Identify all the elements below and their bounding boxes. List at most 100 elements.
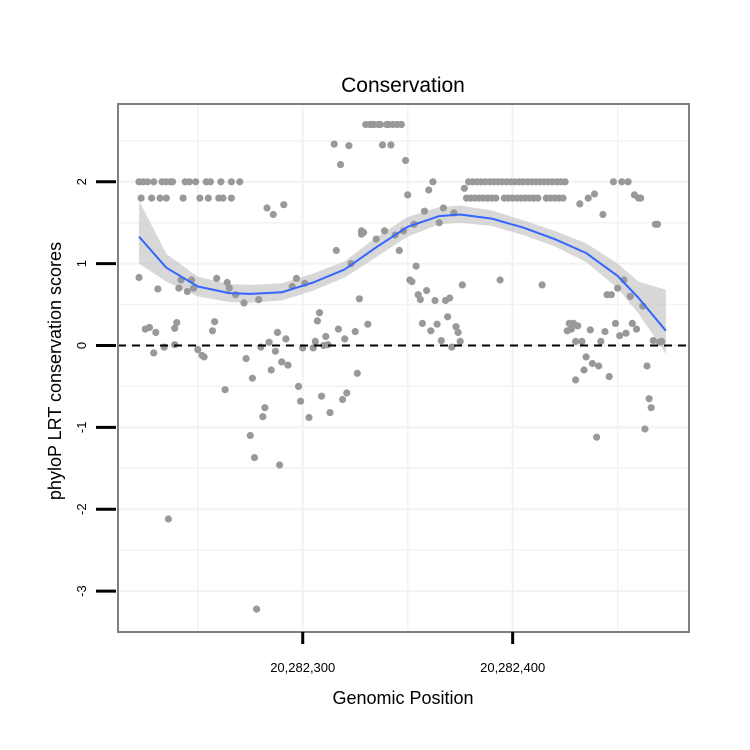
data-point bbox=[332, 246, 340, 255]
x-tick-label: 20,282,300 bbox=[270, 660, 335, 675]
data-point bbox=[240, 299, 248, 307]
data-point bbox=[590, 190, 599, 198]
y-tick-label: -1 bbox=[74, 422, 89, 434]
data-point bbox=[454, 328, 462, 336]
data-point bbox=[206, 178, 214, 186]
data-point bbox=[294, 382, 303, 390]
data-point bbox=[578, 337, 586, 345]
data-point bbox=[622, 329, 630, 337]
data-point bbox=[271, 347, 279, 355]
data-point bbox=[412, 262, 420, 270]
data-point bbox=[607, 291, 615, 299]
data-point bbox=[315, 309, 324, 317]
data-point bbox=[408, 278, 416, 286]
data-point bbox=[372, 235, 380, 243]
data-point bbox=[227, 178, 235, 186]
y-tick-label: -2 bbox=[74, 503, 89, 515]
data-point bbox=[586, 326, 594, 334]
data-point bbox=[255, 296, 263, 304]
data-point bbox=[278, 358, 286, 366]
data-point bbox=[624, 178, 632, 186]
data-point bbox=[444, 313, 452, 321]
smooth-line bbox=[138, 213, 667, 332]
data-point bbox=[643, 362, 651, 370]
data-point bbox=[649, 337, 657, 345]
data-point bbox=[339, 395, 347, 404]
data-point bbox=[236, 178, 244, 186]
confidence-ribbon bbox=[139, 200, 666, 354]
data-point bbox=[641, 425, 649, 433]
data-point bbox=[242, 355, 250, 363]
data-point bbox=[404, 191, 412, 199]
data-point bbox=[601, 328, 609, 336]
data-point bbox=[431, 296, 439, 305]
data-point bbox=[263, 204, 271, 212]
data-point bbox=[148, 194, 156, 202]
data-point bbox=[582, 353, 590, 361]
data-point bbox=[397, 120, 405, 129]
data-point bbox=[435, 219, 443, 227]
data-point bbox=[647, 404, 655, 412]
data-point bbox=[150, 349, 158, 357]
data-point bbox=[276, 461, 284, 469]
data-point bbox=[637, 194, 645, 202]
data-point bbox=[593, 433, 601, 441]
data-point bbox=[246, 431, 254, 440]
data-point bbox=[618, 178, 626, 186]
data-point bbox=[423, 287, 431, 295]
data-point bbox=[225, 284, 233, 292]
data-point bbox=[223, 278, 231, 287]
confidence-ribbon-layer bbox=[139, 200, 666, 354]
data-point bbox=[292, 274, 300, 282]
data-point bbox=[420, 207, 429, 215]
data-point bbox=[416, 296, 424, 304]
data-point bbox=[330, 140, 338, 148]
data-point bbox=[135, 273, 143, 282]
data-point bbox=[653, 220, 662, 228]
data-point bbox=[376, 120, 384, 129]
y-tick-label: 2 bbox=[74, 178, 89, 185]
data-point bbox=[609, 178, 618, 186]
data-point bbox=[194, 346, 202, 354]
data-point bbox=[173, 319, 181, 327]
data-point bbox=[269, 210, 277, 219]
data-point bbox=[265, 338, 273, 346]
data-point bbox=[355, 295, 363, 303]
data-point bbox=[456, 337, 464, 345]
data-point bbox=[253, 605, 261, 613]
data-point bbox=[196, 194, 204, 202]
data-point bbox=[248, 374, 256, 382]
data-point bbox=[171, 324, 179, 332]
data-point bbox=[213, 274, 221, 282]
smooth-line-layer bbox=[138, 213, 667, 332]
data-point bbox=[460, 184, 468, 192]
data-point bbox=[219, 194, 227, 202]
data-point bbox=[597, 337, 605, 345]
data-point bbox=[425, 186, 433, 194]
data-point bbox=[351, 328, 359, 336]
data-point bbox=[322, 332, 330, 341]
data-point bbox=[559, 194, 567, 202]
data-point bbox=[452, 323, 460, 331]
data-point bbox=[378, 141, 387, 149]
data-point bbox=[574, 322, 582, 330]
y-axis-title: phyloP LRT conservation scores bbox=[45, 242, 65, 500]
data-point bbox=[334, 325, 342, 333]
data-point bbox=[318, 392, 326, 400]
data-point bbox=[402, 156, 410, 165]
data-point bbox=[200, 353, 208, 361]
x-axis-title: Genomic Position bbox=[332, 688, 473, 708]
data-point bbox=[152, 328, 160, 336]
data-point bbox=[429, 178, 437, 186]
data-point bbox=[496, 276, 504, 284]
data-point bbox=[190, 284, 198, 292]
data-point bbox=[192, 178, 200, 186]
data-point bbox=[584, 194, 592, 202]
data-point bbox=[353, 369, 361, 377]
data-point bbox=[632, 325, 641, 333]
y-axis: -3 -2 -1 0 1 2 bbox=[74, 178, 116, 597]
x-tick-label: 20,282,400 bbox=[480, 660, 545, 675]
data-point bbox=[345, 142, 353, 150]
data-point bbox=[628, 319, 636, 327]
